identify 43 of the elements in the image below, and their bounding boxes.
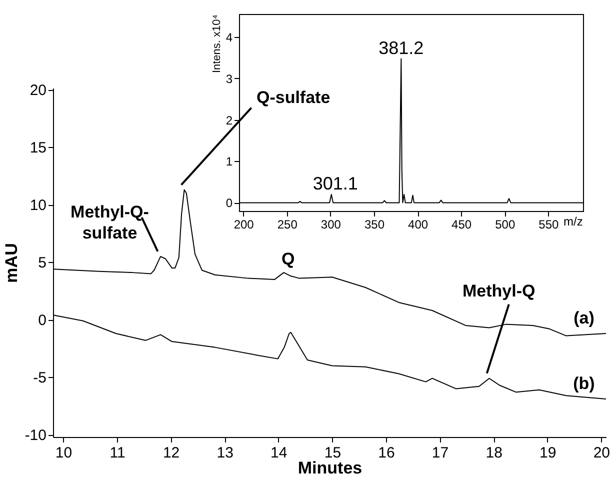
x-tick-label: 10	[55, 444, 72, 462]
series-label: (a)	[574, 308, 594, 328]
x-tick-label: 300	[320, 218, 342, 232]
x-tick-label: 13	[216, 444, 234, 462]
y-tick-label: 15	[30, 140, 46, 157]
annotation: Methyl-Q	[462, 281, 536, 300]
y-axis-title: mAU	[2, 243, 21, 283]
series-label: (b)	[573, 374, 595, 394]
y-tick-label: 3	[226, 72, 233, 86]
y-tick-label: 10	[30, 197, 46, 214]
x-tick-label: 400	[408, 218, 428, 232]
y-tick-label: -10	[24, 427, 46, 444]
y-tick-label: 4	[226, 30, 233, 44]
annotation: 381.2	[378, 38, 424, 58]
y-tick-label: 0	[226, 196, 233, 210]
annotation: Q	[282, 250, 295, 269]
annotation: Methyl-Q- sulfate	[70, 202, 149, 242]
x-tick-label: 12	[162, 444, 180, 462]
x-axis-title: m/z	[564, 214, 583, 228]
y-tick-label: 1	[226, 154, 233, 169]
x-tick-label: 350	[364, 218, 385, 232]
x-axis-title: Minutes	[298, 458, 362, 478]
y-tick-label: 2	[226, 113, 233, 128]
y-tick-label: -5	[33, 370, 46, 387]
x-tick-label: 500	[495, 218, 516, 232]
x-tick-label: 20	[593, 444, 610, 462]
y-tick-label: 20	[30, 82, 46, 100]
annotation: 301.1	[312, 173, 358, 194]
y-tick-label: 0	[38, 312, 46, 330]
x-tick-label: 11	[110, 444, 126, 462]
x-tick-label: 550	[538, 218, 559, 232]
x-tick-label: 250	[277, 218, 298, 232]
y-axis-title: Intens. x10⁴	[210, 14, 223, 74]
x-tick-label: 19	[540, 444, 556, 462]
y-tick-label: 5	[38, 254, 46, 272]
x-tick-label: 17	[432, 444, 449, 462]
x-tick-label: 16	[378, 444, 395, 462]
x-tick-label: 14	[270, 444, 288, 462]
x-tick-label: 18	[486, 444, 502, 462]
x-tick-label: 200	[234, 218, 254, 232]
x-tick-label: 15	[324, 444, 342, 462]
annotation: Q-sulfate	[256, 88, 330, 107]
x-tick-label: 450	[452, 218, 472, 232]
